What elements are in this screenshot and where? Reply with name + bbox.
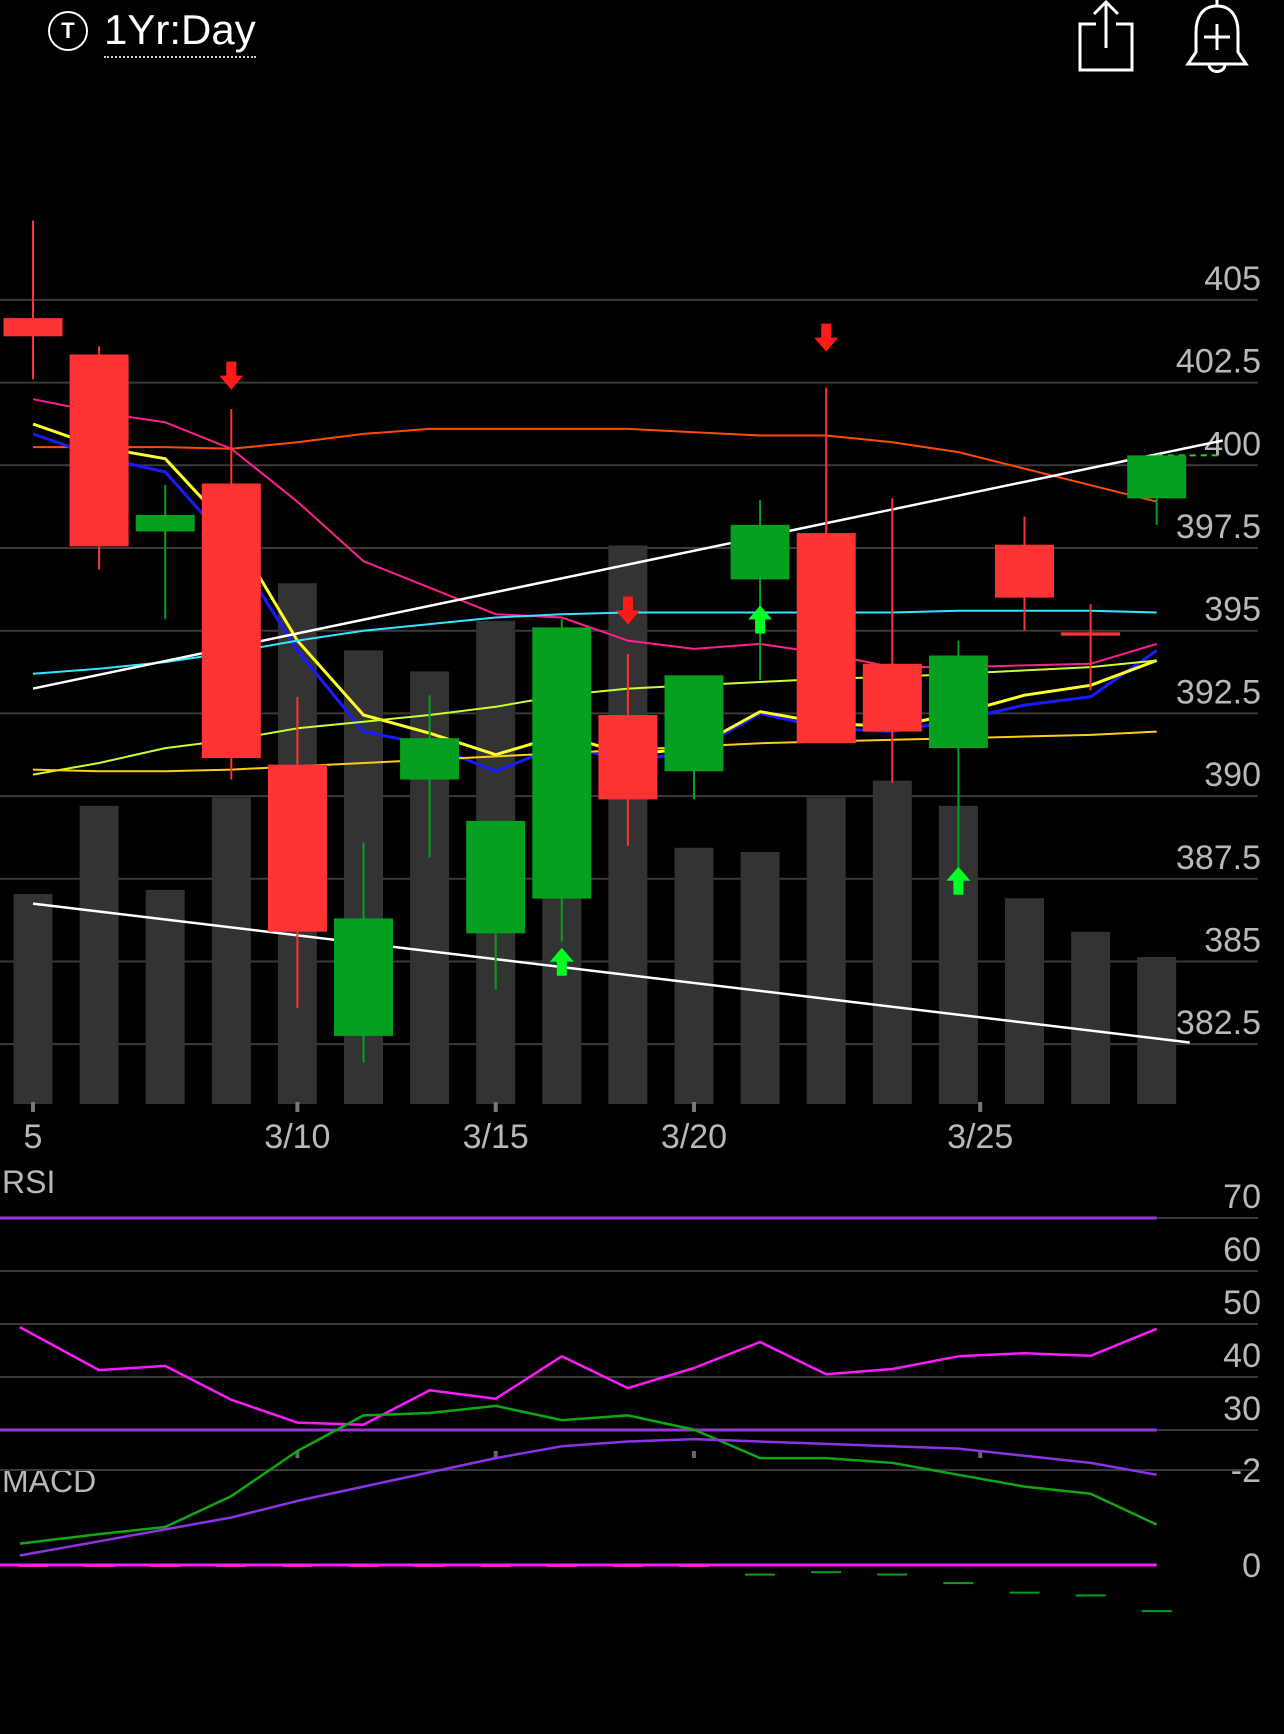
- y-tick-label: 385: [1204, 921, 1261, 959]
- y-tick-label: 60: [1223, 1231, 1261, 1269]
- moving-average-line: [32, 659, 1157, 776]
- buy-signal-arrow: [549, 947, 574, 976]
- candlestick: [796, 533, 856, 744]
- buy-signal-arrow: [946, 866, 971, 895]
- macd-histogram-bar: [943, 1582, 974, 1585]
- x-tick-label: 3/10: [264, 1118, 330, 1156]
- macd-histogram-bar: [811, 1571, 842, 1574]
- moving-average-line: [32, 609, 1157, 675]
- x-tick-label: 3/25: [947, 1118, 1013, 1156]
- buy-signal-arrow: [748, 605, 773, 634]
- candlestick: [135, 514, 195, 532]
- rsi-chart: RSI 70 60 50 40 30: [0, 1164, 1261, 1458]
- x-tick-label: 3/15: [463, 1118, 529, 1156]
- y-tick-label: 395: [1204, 591, 1261, 629]
- moving-average-line: [32, 422, 1158, 757]
- volume-bar: [13, 894, 53, 1104]
- candlestick: [1061, 632, 1121, 636]
- macd-histogram-bar: [1141, 1610, 1172, 1613]
- candlestick: [1127, 455, 1187, 499]
- sell-signal-arrow: [219, 361, 244, 390]
- y-tick-label: 30: [1223, 1390, 1261, 1428]
- y-tick-label: 390: [1204, 756, 1261, 794]
- moving-average-line: [32, 398, 1157, 669]
- y-tick-label: 70: [1223, 1178, 1261, 1216]
- interval-selector[interactable]: 1Yr:Day: [104, 6, 256, 58]
- candlestick: [928, 655, 988, 749]
- candlestick: [267, 764, 327, 932]
- y-tick-label: -2: [1231, 1452, 1261, 1490]
- price-chart[interactable]: 405 402.5 400 397.5 395 392.5 390 387.5 385 382.5…: [0, 220, 1284, 1156]
- y-tick-label: 402.5: [1176, 343, 1261, 381]
- candlestick: [201, 483, 261, 759]
- candlestick: [598, 715, 658, 800]
- macd-histogram-bar: [877, 1573, 908, 1576]
- volume-bar: [145, 889, 185, 1104]
- rsi-label: RSI: [2, 1164, 55, 1200]
- x-tick-label: 5: [24, 1118, 43, 1156]
- candlestick: [334, 918, 393, 1036]
- macd-histogram-bar: [1075, 1594, 1106, 1597]
- macd-line: [19, 1437, 1157, 1557]
- moving-average-line: [32, 730, 1157, 773]
- moving-average-line: [32, 432, 1158, 773]
- top-toolbar: T 1Yr:Day: [0, 0, 1284, 80]
- volume-bar: [211, 797, 251, 1104]
- volume-bar: [806, 797, 846, 1104]
- candlestick: [3, 318, 63, 337]
- volume-bar: [872, 780, 912, 1104]
- y-tick-label: 40: [1223, 1337, 1261, 1375]
- y-tick-label: 405: [1204, 260, 1261, 298]
- candlestick: [664, 675, 724, 772]
- macd-line: [19, 1404, 1158, 1545]
- candlestick: [995, 544, 1054, 598]
- volume-bar: [1071, 931, 1111, 1104]
- candlestick: [69, 354, 129, 547]
- x-tick-label: 3/20: [661, 1118, 727, 1156]
- macd-histogram-bar: [1009, 1591, 1040, 1594]
- sell-signal-arrow: [615, 596, 640, 625]
- macd-histogram-bar: [745, 1573, 776, 1576]
- macd-chart: MACD 0 -2: [0, 1404, 1261, 1613]
- volume-bar: [674, 847, 714, 1104]
- bell-plus-icon[interactable]: [1182, 0, 1252, 76]
- macd-label: MACD: [2, 1463, 96, 1499]
- share-icon[interactable]: [1074, 0, 1138, 76]
- candlestick: [730, 524, 790, 580]
- volume-bar: [79, 805, 119, 1104]
- candlestick: [532, 627, 592, 899]
- candlestick: [400, 738, 460, 780]
- y-tick-label: 397.5: [1176, 508, 1261, 546]
- ticker-icon[interactable]: T: [48, 11, 88, 51]
- rsi-line: [19, 1326, 1158, 1426]
- volume-bar: [1137, 957, 1177, 1104]
- y-tick-label: 392.5: [1176, 673, 1261, 711]
- y-tick-label: 382.5: [1176, 1004, 1261, 1042]
- y-tick-label: 0: [1242, 1547, 1261, 1585]
- y-tick-label: 50: [1223, 1284, 1261, 1322]
- moving-average-line: [33, 427, 1157, 503]
- trend-line: [32, 902, 1190, 1044]
- sell-signal-arrow: [814, 323, 839, 352]
- volume-bar: [1005, 898, 1044, 1104]
- volume-bar: [740, 852, 780, 1104]
- candlestick: [466, 820, 526, 934]
- candlestick: [862, 663, 922, 732]
- y-tick-label: 400: [1204, 425, 1261, 463]
- y-tick-label: 387.5: [1176, 839, 1261, 877]
